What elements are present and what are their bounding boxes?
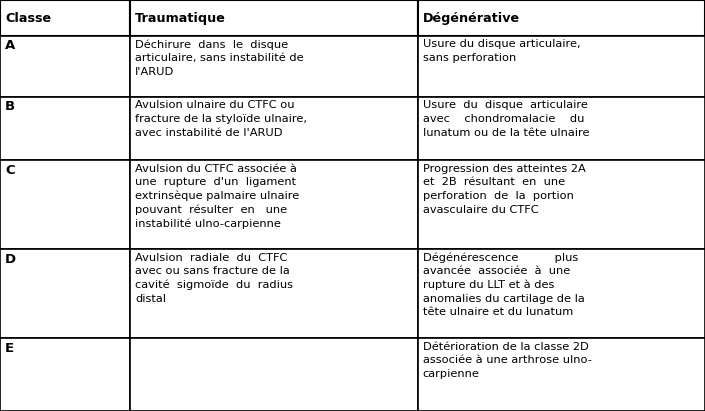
Bar bbox=[0, 36, 130, 97]
Bar bbox=[418, 36, 705, 97]
Bar bbox=[130, 160, 418, 249]
Text: A: A bbox=[5, 39, 16, 53]
Text: et  2B  résultant  en  une: et 2B résultant en une bbox=[423, 177, 565, 187]
Text: Déchirure  dans  le  disque: Déchirure dans le disque bbox=[135, 39, 288, 50]
Text: C: C bbox=[5, 164, 15, 177]
Bar bbox=[0, 97, 130, 160]
Bar bbox=[130, 338, 418, 411]
Text: cavité  sigmoïde  du  radius: cavité sigmoïde du radius bbox=[135, 280, 293, 291]
Text: articulaire, sans instabilité de: articulaire, sans instabilité de bbox=[135, 53, 304, 63]
Text: Traumatique: Traumatique bbox=[135, 12, 226, 25]
Text: B: B bbox=[5, 100, 15, 113]
Text: Détérioration de la classe 2D: Détérioration de la classe 2D bbox=[423, 342, 589, 352]
Text: D: D bbox=[5, 253, 16, 266]
Bar bbox=[418, 0, 705, 36]
Text: extrinsèque palmaire ulnaire: extrinsèque palmaire ulnaire bbox=[135, 191, 300, 201]
Text: avancée  associée  à  une: avancée associée à une bbox=[423, 266, 570, 276]
Text: instabilité ulno-carpienne: instabilité ulno-carpienne bbox=[135, 218, 281, 229]
Text: Usure  du  disque  articulaire: Usure du disque articulaire bbox=[423, 100, 587, 111]
Bar bbox=[418, 160, 705, 249]
Text: perforation  de  la  portion: perforation de la portion bbox=[423, 191, 574, 201]
Bar bbox=[0, 0, 130, 36]
Bar bbox=[0, 160, 130, 249]
Text: carpienne: carpienne bbox=[423, 369, 479, 379]
Bar bbox=[418, 97, 705, 160]
Text: lunatum ou de la tête ulnaire: lunatum ou de la tête ulnaire bbox=[423, 128, 589, 138]
Text: distal: distal bbox=[135, 293, 166, 304]
Text: pouvant  résulter  en   une: pouvant résulter en une bbox=[135, 205, 288, 215]
Text: fracture de la styloïde ulnaire,: fracture de la styloïde ulnaire, bbox=[135, 114, 307, 124]
Text: une  rupture  d'un  ligament: une rupture d'un ligament bbox=[135, 177, 297, 187]
Text: sans perforation: sans perforation bbox=[423, 53, 516, 63]
Bar bbox=[130, 36, 418, 97]
Bar bbox=[0, 249, 130, 338]
Text: anomalies du cartilage de la: anomalies du cartilage de la bbox=[423, 293, 584, 304]
Text: E: E bbox=[5, 342, 14, 355]
Bar bbox=[418, 249, 705, 338]
Text: Avulsion du CTFC associée à: Avulsion du CTFC associée à bbox=[135, 164, 298, 173]
Text: Avulsion  radiale  du  CTFC: Avulsion radiale du CTFC bbox=[135, 253, 288, 263]
Text: Dégénérescence          plus: Dégénérescence plus bbox=[423, 253, 578, 263]
Text: Dégénérative: Dégénérative bbox=[423, 12, 520, 25]
Bar bbox=[130, 97, 418, 160]
Text: associée à une arthrose ulno-: associée à une arthrose ulno- bbox=[423, 356, 591, 365]
Text: avasculaire du CTFC: avasculaire du CTFC bbox=[423, 205, 539, 215]
Bar bbox=[418, 338, 705, 411]
Text: Avulsion ulnaire du CTFC ou: Avulsion ulnaire du CTFC ou bbox=[135, 100, 295, 111]
Text: tête ulnaire et du lunatum: tête ulnaire et du lunatum bbox=[423, 307, 573, 317]
Text: Usure du disque articulaire,: Usure du disque articulaire, bbox=[423, 39, 580, 49]
Bar bbox=[0, 338, 130, 411]
Text: avec ou sans fracture de la: avec ou sans fracture de la bbox=[135, 266, 290, 276]
Bar bbox=[130, 249, 418, 338]
Text: rupture du LLT et à des: rupture du LLT et à des bbox=[423, 280, 554, 291]
Bar bbox=[130, 0, 418, 36]
Text: avec instabilité de l'ARUD: avec instabilité de l'ARUD bbox=[135, 128, 283, 138]
Text: Classe: Classe bbox=[5, 12, 51, 25]
Text: l'ARUD: l'ARUD bbox=[135, 67, 175, 77]
Text: avec    chondromalacie    du: avec chondromalacie du bbox=[423, 114, 584, 124]
Text: Progression des atteintes 2A: Progression des atteintes 2A bbox=[423, 164, 585, 173]
